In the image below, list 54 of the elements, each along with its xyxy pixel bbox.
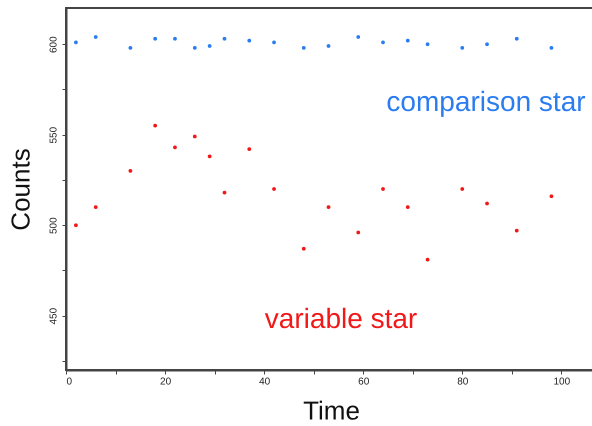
point [222,36,226,41]
point [406,38,410,42]
point [74,223,78,228]
point [94,205,98,209]
point [153,124,158,128]
point [460,46,464,50]
y-tick-label: 500 [48,216,60,234]
point [460,187,464,191]
point [514,228,519,232]
point [550,46,554,50]
point [192,46,197,50]
point [247,147,252,152]
point [128,169,132,173]
x-tick-label: 60 [358,376,370,388]
point [326,44,330,48]
series-label: variable star [264,303,418,334]
point [247,38,252,42]
point [94,35,98,39]
y-tick-label: 550 [48,126,60,144]
point [272,187,276,191]
x-tick-label: 100 [553,376,571,388]
point [426,42,430,46]
series-label: comparison star [386,86,586,117]
y-axis-title: Counts [6,148,36,231]
point [485,42,489,46]
point [356,230,360,234]
point [272,40,276,44]
point [406,205,410,209]
point [302,46,306,50]
point [326,205,330,209]
point [356,35,360,39]
point [208,154,212,158]
point [485,202,489,206]
x-axis-title: Time [303,396,360,426]
point [173,36,177,41]
point [381,187,385,191]
point [192,134,197,138]
y-tick-label: 600 [48,36,60,54]
point [550,194,554,198]
point [153,36,158,41]
x-tick-label: 80 [457,376,469,388]
point [302,246,306,251]
point [222,190,226,194]
x-tick-label: 0 [66,376,72,388]
x-tick-label: 20 [160,376,172,388]
point [208,44,212,48]
point [381,40,385,44]
point [173,146,177,150]
point [514,36,519,41]
y-tick-label: 450 [48,307,60,325]
point [74,40,78,44]
point [128,46,132,50]
x-tick-label: 40 [259,376,271,388]
point [426,258,430,262]
